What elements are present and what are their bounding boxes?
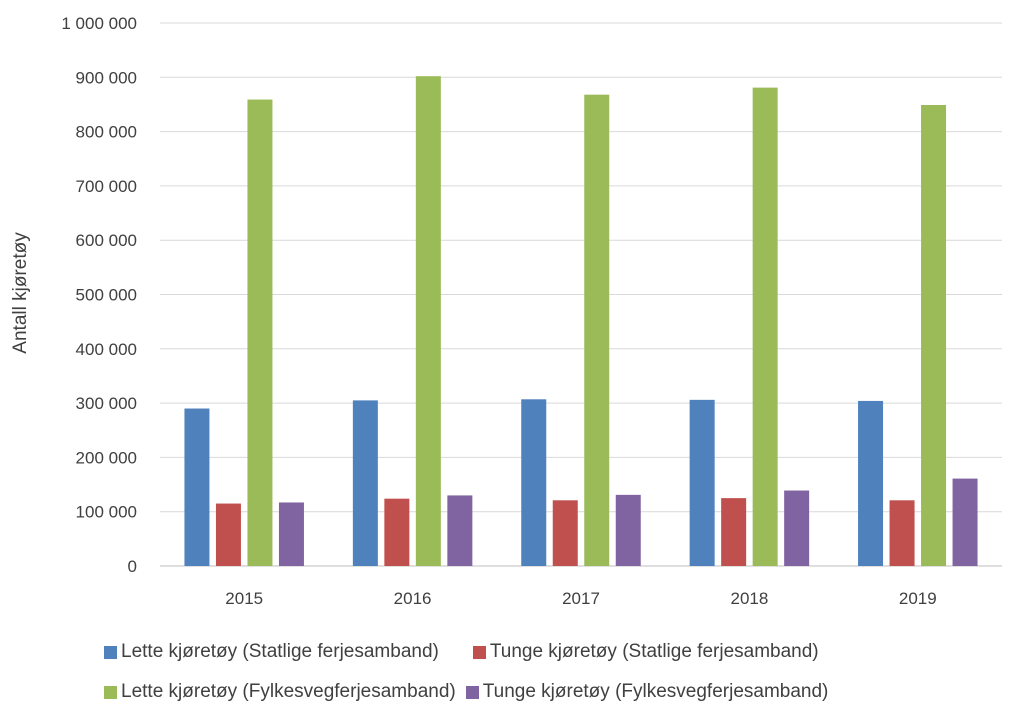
x-tick-label: 2015: [225, 589, 263, 608]
legend-item-series-2: Tunge kjøretøy (Statlige ferjesamband): [472, 641, 819, 663]
bar-2018-series-3: [752, 87, 778, 566]
legend-swatch-series-2: [472, 645, 486, 659]
bar-2017-series-1: [521, 399, 547, 566]
bar-2015-series-2: [215, 503, 241, 566]
bar-2016-series-1: [352, 400, 378, 566]
bar-2017-series-2: [552, 500, 578, 566]
bar-2017-series-3: [584, 94, 610, 567]
legend-swatch-series-4: [465, 685, 479, 699]
y-tick-label: 700 000: [76, 177, 137, 196]
legend-item-series-3: Lette kjøretøy (Fylkesvegferjesamband): [104, 681, 456, 703]
bar-2015-series-1: [184, 408, 210, 566]
bar-2017-series-4: [615, 494, 641, 566]
bar-chart: 0 100 000 200 000 300 000 400 000 500 000 600 …: [10, 14, 1002, 608]
y-tick-label: 200 000: [76, 448, 137, 467]
y-tick-label: 300 000: [76, 394, 137, 413]
bar-2016-series-4: [447, 495, 473, 566]
legend-label-series-3: Lette kjøretøy (Fylkesvegferjesamband): [121, 681, 456, 702]
bar-2015-series-3: [247, 99, 273, 567]
legend-swatch-series-3: [104, 685, 117, 699]
bar-2018-series-1: [689, 399, 715, 566]
legend-row-2: Lette kjøretøy (Fylkesvegferjesamband) T…: [104, 681, 838, 703]
bar-2016-series-3: [415, 76, 441, 567]
legend-label-series-4: Tunge kjøretøy (Fylkesvegferjesamband): [482, 681, 829, 702]
y-tick-label: 600 000: [76, 231, 137, 250]
y-tick-label: 900 000: [76, 68, 137, 87]
bar-2016-series-2: [384, 498, 410, 566]
y-axis-ticks: 0 100 000 200 000 300 000 400 000 500 000 600 …: [61, 14, 137, 576]
bar-2018-series-4: [784, 490, 810, 566]
bar-2019-series-3: [921, 104, 947, 567]
bar-2015-series-4: [278, 502, 304, 566]
y-tick-label: 500 000: [76, 286, 137, 305]
bar-2019-series-2: [889, 500, 915, 566]
legend-swatch-series-1: [104, 645, 117, 659]
bar-2018-series-2: [721, 498, 747, 566]
y-tick-label: 400 000: [76, 340, 137, 359]
bars: [184, 76, 978, 567]
y-axis-title: Antall kjøretøy: [10, 232, 31, 354]
y-tick-label: 1 000 000: [61, 14, 137, 33]
x-tick-label: 2017: [562, 589, 600, 608]
x-axis-ticks: 2015 2016 2017 2018 2019: [225, 589, 936, 608]
legend-row-1: Lette kjøretøy (Statlige ferjesamband) T…: [104, 641, 829, 663]
bar-2019-series-4: [952, 478, 978, 566]
legend-item-series-1: Lette kjøretøy (Statlige ferjesamband): [104, 641, 439, 663]
y-tick-label: 0: [128, 557, 137, 576]
x-tick-label: 2016: [394, 589, 432, 608]
y-tick-label: 800 000: [76, 123, 137, 142]
legend-label-series-1: Lette kjøretøy (Statlige ferjesamband): [121, 641, 439, 662]
legend-item-series-4: Tunge kjøretøy (Fylkesvegferjesamband): [465, 681, 829, 703]
x-tick-label: 2018: [730, 589, 768, 608]
x-tick-label: 2019: [899, 589, 937, 608]
bar-2019-series-1: [858, 400, 884, 566]
legend-label-series-2: Tunge kjøretøy (Statlige ferjesamband): [489, 641, 819, 662]
y-tick-label: 100 000: [76, 503, 137, 522]
